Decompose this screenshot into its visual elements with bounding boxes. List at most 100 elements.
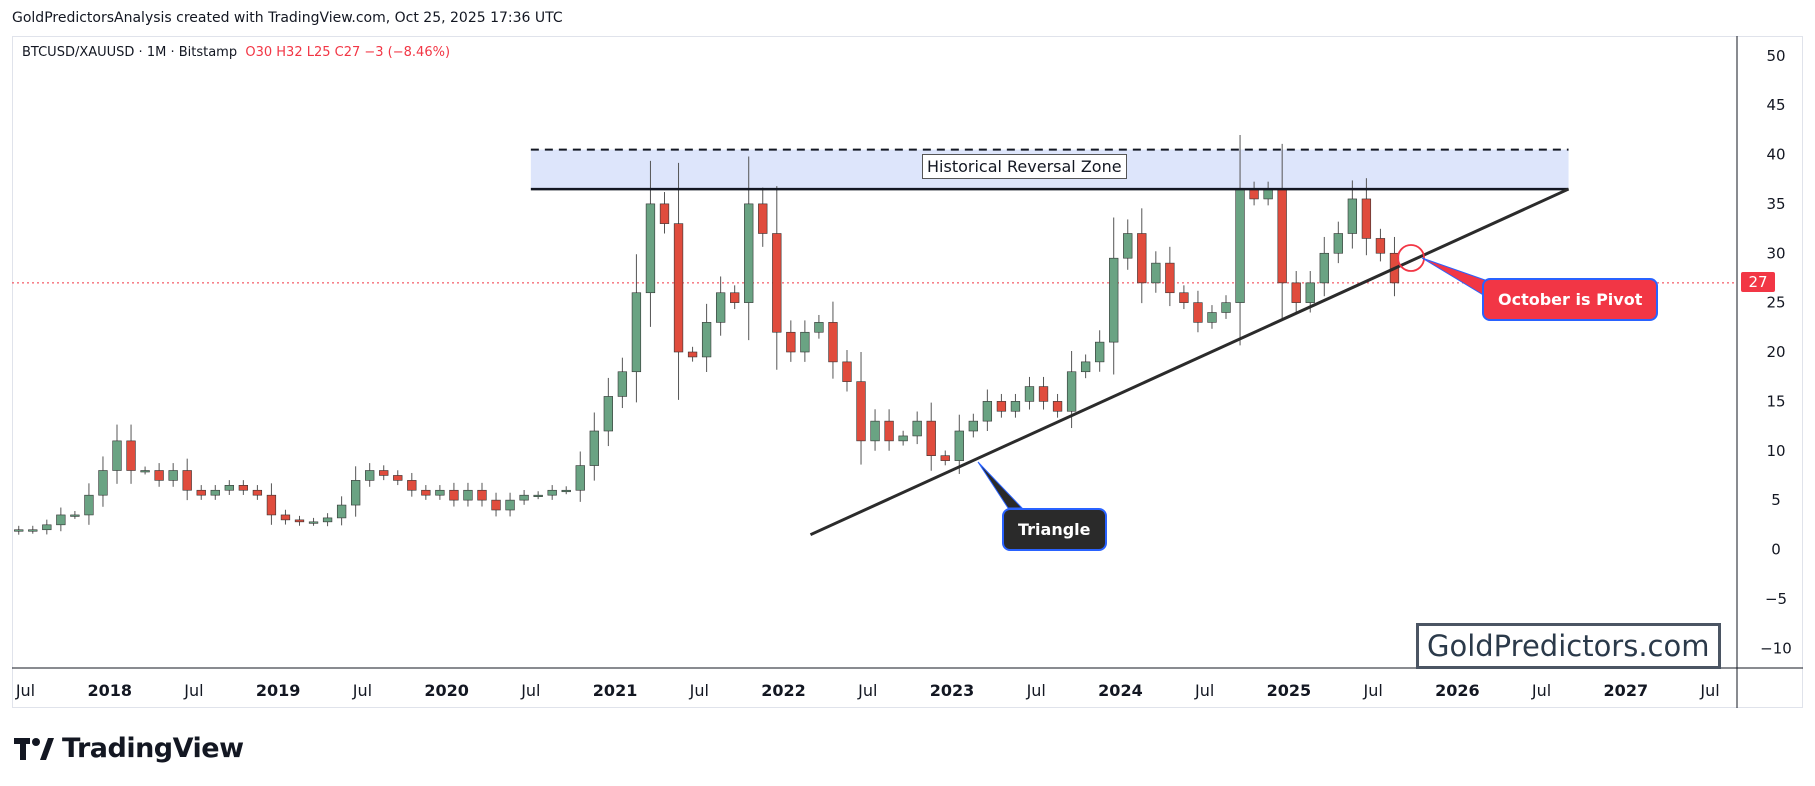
x-tick-label: 2025	[1267, 681, 1312, 700]
y-tick-label: 25	[1766, 294, 1785, 312]
x-tick-label: 2022	[761, 681, 806, 700]
candle-body	[477, 489, 487, 501]
chart-frame	[12, 36, 1803, 708]
candle-body	[421, 489, 431, 496]
candle-body	[687, 351, 698, 358]
candle-body	[870, 420, 880, 442]
y-tick-label: −5	[1765, 590, 1787, 608]
candle-body	[772, 233, 782, 333]
candle-body	[1235, 188, 1245, 303]
candle-body	[926, 420, 936, 456]
x-tick-label: 2023	[930, 681, 975, 700]
candle-body	[954, 430, 964, 461]
tradingview-logo-icon	[14, 737, 54, 760]
triangle-trendline	[809, 187, 1570, 537]
candle-body	[1123, 233, 1133, 259]
candle-body	[547, 489, 557, 496]
candle-body	[14, 529, 24, 532]
candle-body	[28, 529, 38, 532]
y-tick-label: 5	[1771, 491, 1781, 509]
candle-body	[828, 322, 838, 363]
tradingview-logo[interactable]: TradingView	[14, 733, 244, 764]
x-tick-label: 2024	[1098, 681, 1143, 700]
candle-body	[1038, 386, 1049, 402]
candle-body	[140, 470, 150, 473]
candle-body	[1347, 198, 1358, 234]
x-tick-label: Jul	[352, 681, 372, 700]
candle-body	[1179, 292, 1189, 303]
candle-body	[561, 489, 571, 493]
y-tick-label: 0	[1771, 541, 1781, 559]
candle-body	[519, 494, 529, 501]
candle-body	[463, 489, 473, 501]
candle-body	[182, 470, 192, 491]
candle-body	[715, 292, 726, 323]
candle-body	[1305, 282, 1315, 303]
candle-body	[1319, 252, 1329, 284]
current-price-tag: 27	[1741, 272, 1775, 292]
reversal-zone-label: Historical Reversal Zone	[922, 154, 1127, 179]
candle-body	[294, 519, 305, 523]
x-tick-label: 2018	[87, 681, 132, 700]
candle-body	[56, 514, 66, 526]
y-tick-label: −10	[1760, 639, 1792, 657]
candle-body	[589, 430, 599, 466]
x-tick-label: Jul	[857, 681, 877, 700]
candle-body	[1263, 188, 1273, 200]
attribution-text: GoldPredictorsAnalysis created with Trad…	[12, 10, 563, 26]
candle-body	[758, 203, 768, 234]
candle-body	[112, 440, 122, 471]
candle-body	[968, 420, 978, 432]
candle-body	[533, 494, 543, 497]
candle-body	[1221, 302, 1231, 313]
x-tick-label: Jul	[689, 681, 709, 700]
candle-body	[617, 371, 628, 397]
candle-body	[336, 504, 347, 519]
candle-body	[154, 470, 164, 481]
candle-body	[1066, 371, 1077, 412]
triangle-callout: Triangle	[1002, 508, 1107, 551]
pivot-circle	[1397, 244, 1425, 272]
candle-body	[407, 480, 417, 491]
candle-body	[884, 420, 894, 442]
goldpredictors-watermark: GoldPredictors.com	[1416, 623, 1721, 669]
candle-body	[1375, 238, 1386, 254]
candle-body	[1137, 233, 1147, 284]
pivot-callout-pointer	[1421, 257, 1486, 297]
x-tick-label: Jul	[1362, 681, 1382, 700]
candle-body	[800, 331, 810, 353]
x-tick-label: Jul	[183, 681, 203, 700]
x-tick-label: Jul	[15, 681, 35, 700]
x-tick-label: 2021	[593, 681, 638, 700]
candle-body	[786, 331, 796, 353]
candle-body	[631, 292, 642, 373]
y-tick-label: 15	[1766, 392, 1785, 410]
candle-body	[1207, 312, 1217, 323]
candle-body	[912, 420, 922, 437]
candle-body	[1333, 233, 1343, 254]
candle-body	[842, 361, 852, 382]
tradingview-brand-text: TradingView	[62, 733, 244, 764]
candle-body	[266, 494, 277, 516]
candle-body	[659, 203, 670, 224]
candle-body	[701, 322, 712, 358]
x-tick-label: Jul	[1194, 681, 1214, 700]
symbol-info: BTCUSD/XAUUSD · 1M · Bitstamp O30 H32 L2…	[22, 45, 450, 60]
candle-body	[1052, 401, 1063, 412]
candle-body	[280, 514, 291, 521]
candle-body	[42, 524, 52, 531]
candle-body	[224, 485, 234, 491]
candle-body	[435, 489, 445, 496]
y-tick-label: 40	[1766, 146, 1785, 164]
candle-body	[898, 435, 908, 442]
candle-body	[730, 292, 740, 303]
symbol-name: BTCUSD/XAUUSD · 1M · Bitstamp	[22, 45, 238, 60]
x-tick-label: 2026	[1435, 681, 1480, 700]
candle-body	[856, 381, 866, 442]
candle-body	[365, 470, 375, 481]
candle-body	[126, 440, 136, 471]
candle-body	[351, 480, 361, 506]
candle-body	[1109, 257, 1119, 343]
candle-body	[982, 401, 993, 422]
